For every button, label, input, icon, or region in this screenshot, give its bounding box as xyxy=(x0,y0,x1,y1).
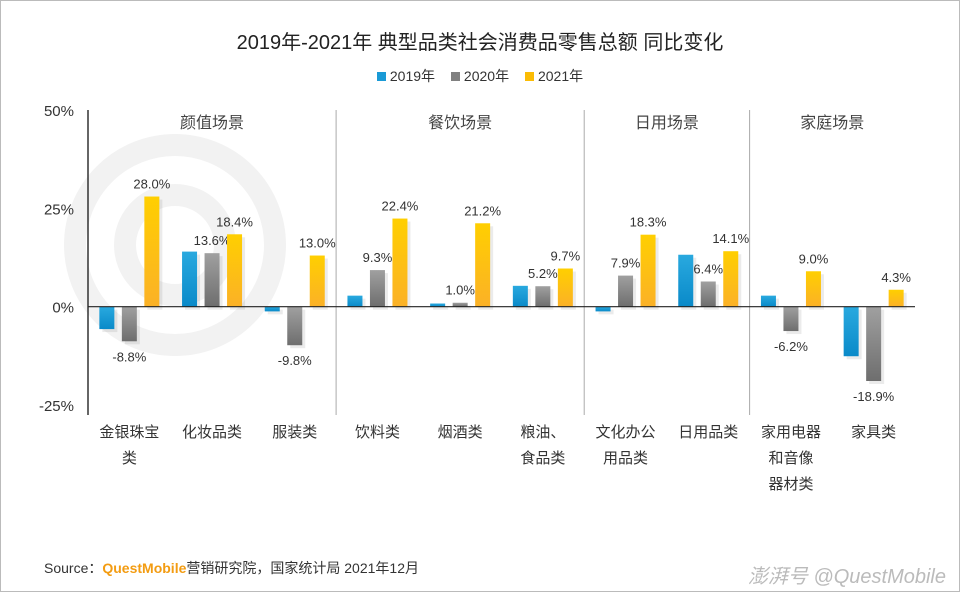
data-label: 1.0% xyxy=(445,283,475,298)
category-label: 粮油、 xyxy=(520,424,565,441)
bar-2021年-0 xyxy=(144,196,160,307)
legend-label: 2019年 xyxy=(389,68,436,84)
category-label: 家具类 xyxy=(851,424,896,441)
bar-2021年-3 xyxy=(392,218,408,307)
group-label: 日用场景 xyxy=(635,114,699,132)
category-label: 用品类 xyxy=(603,450,648,467)
bar-2021年-5 xyxy=(557,268,573,307)
bar-2019年-3 xyxy=(347,295,363,307)
data-label: 9.0% xyxy=(799,251,829,266)
data-label: 5.2% xyxy=(528,266,558,281)
bar-2019年-0 xyxy=(99,306,115,330)
category-label: 饮料类 xyxy=(355,424,400,441)
legend-swatch xyxy=(450,72,460,81)
bar-2021年-6 xyxy=(640,234,656,307)
legend-item-2020: 2020年 xyxy=(450,68,510,84)
bar-2021年-4 xyxy=(475,223,491,307)
category-label: 器材类 xyxy=(768,476,813,493)
data-label: 28.0% xyxy=(133,177,170,192)
bar-2019年-9 xyxy=(843,306,859,357)
bar-2020年-5 xyxy=(535,286,551,307)
y-tick-label: 50% xyxy=(44,103,74,120)
legend-item-2019: 2019年 xyxy=(376,68,436,84)
data-label: 7.9% xyxy=(611,256,641,271)
bar-2019年-7 xyxy=(678,254,694,307)
watermark-text: 澎湃号 @QuestMobile xyxy=(747,566,946,588)
data-label: -6.2% xyxy=(774,339,808,354)
data-label: -8.8% xyxy=(112,349,146,364)
source-prefix: Source： xyxy=(44,560,103,576)
bar-2020年-3 xyxy=(369,270,385,307)
legend-swatch xyxy=(524,72,534,81)
bar-2021年-2 xyxy=(309,255,325,307)
category-label: 食品类 xyxy=(520,450,565,467)
category-label: 文化办公 xyxy=(596,424,656,441)
data-label: 4.3% xyxy=(881,270,911,285)
bar-shadow xyxy=(455,305,471,310)
bar-shadow xyxy=(433,306,449,310)
data-label: 13.6% xyxy=(194,233,231,248)
bar-2019年-2 xyxy=(264,306,280,312)
y-tick-label: 25% xyxy=(44,201,74,218)
source-text: 营销研究院，国家统计局 2021年12月 xyxy=(186,560,419,576)
bar-2021年-7 xyxy=(723,251,739,307)
bar-2019年-6 xyxy=(595,306,611,312)
bar-2020年-8 xyxy=(783,306,799,332)
group-label: 颜值场景 xyxy=(180,114,244,132)
bar-2021年-8 xyxy=(805,271,821,307)
bar-2020年-9 xyxy=(866,306,882,382)
bar-shadow xyxy=(598,309,614,315)
data-label: -18.9% xyxy=(853,389,895,404)
data-label: 22.4% xyxy=(382,199,419,214)
data-label: 14.1% xyxy=(712,231,749,246)
bar-2019年-1 xyxy=(182,251,198,307)
legend-label: 2021年 xyxy=(537,68,584,84)
chart-title: 2019年-2021年 典型品类社会消费品零售总额 同比变化 xyxy=(236,32,724,54)
bar-2019年-5 xyxy=(512,285,528,307)
y-tick-label: -25% xyxy=(39,398,74,415)
bar-2020年-1 xyxy=(204,253,220,307)
category-label: 烟酒类 xyxy=(438,424,483,441)
data-label: 18.3% xyxy=(630,215,667,230)
legend-label: 2020年 xyxy=(463,68,510,84)
data-label: 6.4% xyxy=(693,261,723,276)
bar-2019年-8 xyxy=(760,295,776,307)
category-label: 化妆品类 xyxy=(182,424,242,441)
bar-2020年-2 xyxy=(287,306,303,346)
bar-2021年-1 xyxy=(227,234,243,307)
legend-item-2021: 2021年 xyxy=(524,68,584,84)
bar-2020年-0 xyxy=(121,306,137,342)
bar-2019年-4 xyxy=(430,303,446,307)
category-label: 服装类 xyxy=(272,424,317,441)
data-label: 21.2% xyxy=(464,203,501,218)
group-label: 餐饮场景 xyxy=(428,114,492,132)
data-label: 9.7% xyxy=(551,249,581,264)
legend: 2019年 2020年 2021年 xyxy=(0,66,960,86)
category-label: 和音像 xyxy=(768,450,813,467)
category-label: 日用品类 xyxy=(678,424,738,441)
bar-2020年-7 xyxy=(700,281,716,307)
source-note: Source：QuestMobile营销研究院，国家统计局 2021年12月 xyxy=(44,558,419,578)
data-label: -9.8% xyxy=(278,353,312,368)
bar-2020年-6 xyxy=(618,275,634,307)
bar-2020年-4 xyxy=(452,302,468,307)
data-label: 9.3% xyxy=(363,250,393,265)
watermark-logo xyxy=(64,134,286,356)
category-label: 类 xyxy=(122,450,137,467)
data-label: 13.0% xyxy=(299,236,336,251)
legend-swatch xyxy=(376,72,386,81)
group-label: 家庭场景 xyxy=(800,114,864,132)
data-label: 18.4% xyxy=(216,214,253,229)
y-tick-label: 0% xyxy=(52,300,74,317)
source-brand: QuestMobile xyxy=(102,560,187,576)
bar-2021年-9 xyxy=(888,289,904,307)
bar-shadow xyxy=(267,309,283,315)
category-label: 金银珠宝 xyxy=(99,424,159,441)
category-label: 家用电器 xyxy=(761,424,821,441)
